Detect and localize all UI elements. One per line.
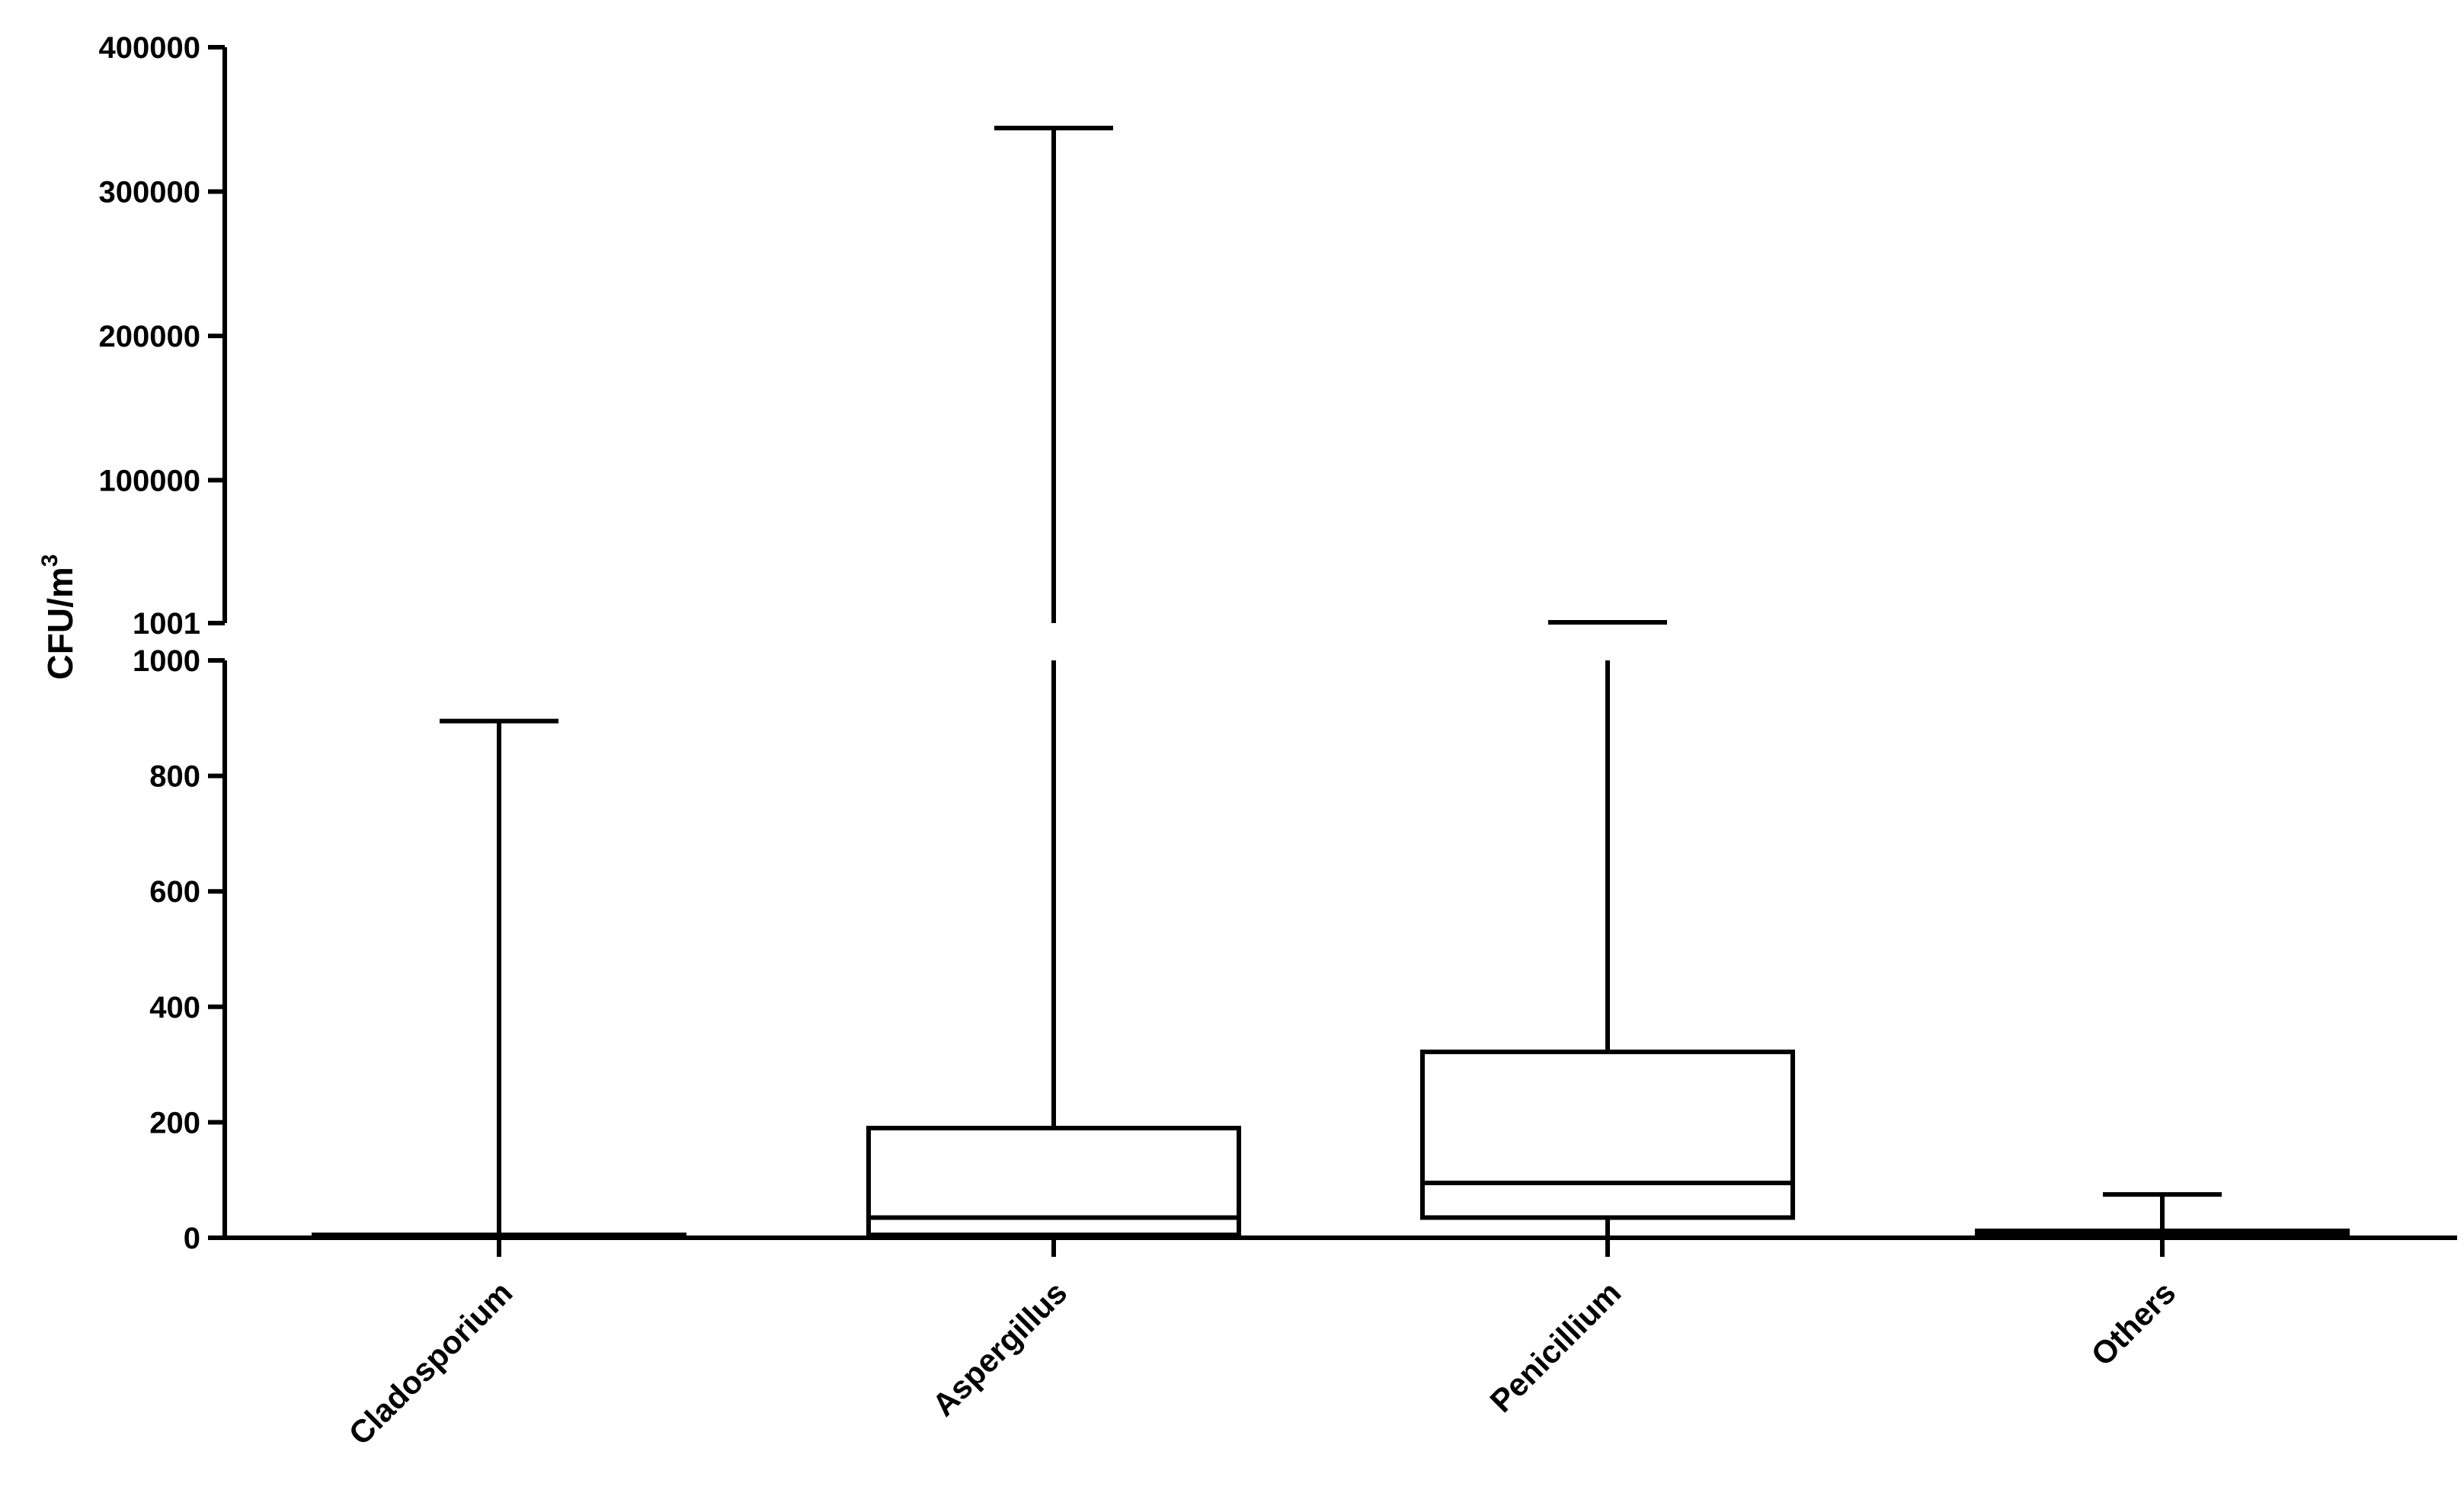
y-tick-label: 1000 <box>133 644 200 678</box>
y-tick-label: 800 <box>149 760 200 794</box>
x-tick-label: Cladosporium <box>341 1274 519 1452</box>
y-tick-label: 0 <box>184 1222 200 1255</box>
y-tick-label: 1001 <box>133 607 200 641</box>
x-tick-label: Aspergillus <box>925 1274 1074 1423</box>
box <box>866 1125 1241 1238</box>
y-tick-label: 200000 <box>99 320 200 353</box>
y-tick-label: 600 <box>149 875 200 909</box>
y-axis-title-text: CFU/m <box>40 567 80 679</box>
y-tick-label: 400000 <box>99 31 200 65</box>
y-tick-label: 100000 <box>99 464 200 497</box>
x-tick-label: Penicillium <box>1483 1274 1627 1419</box>
y-tick-label: 300000 <box>99 175 200 209</box>
y-tick-label: 200 <box>149 1106 200 1140</box>
box <box>1420 1049 1795 1220</box>
y-tick-label: 400 <box>149 991 200 1025</box>
x-tick-label: Others <box>2084 1274 2182 1373</box>
y-axis-title-superscript: 3 <box>37 555 62 567</box>
y-axis-title: CFU/m3 <box>37 555 80 680</box>
